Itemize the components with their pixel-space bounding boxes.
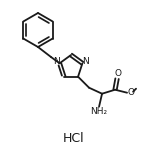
Text: N: N: [83, 57, 89, 66]
Text: N: N: [53, 57, 59, 66]
Text: HCl: HCl: [63, 132, 85, 144]
Text: NH₂: NH₂: [90, 107, 108, 116]
Text: O: O: [128, 88, 135, 97]
Text: O: O: [115, 69, 122, 78]
